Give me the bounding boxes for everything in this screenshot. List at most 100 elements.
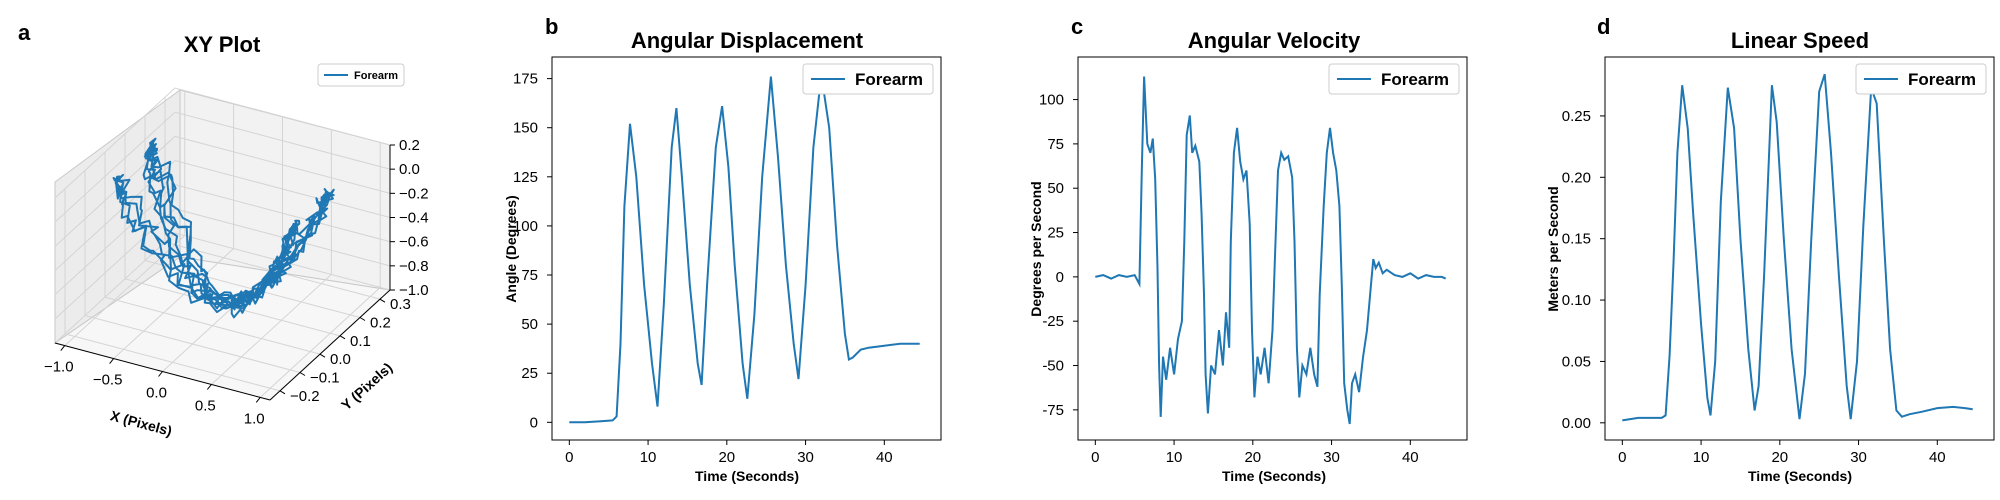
panel-b-legend: Forearm <box>802 63 934 95</box>
y-tick-label: 0.2 <box>370 315 391 332</box>
y-tick-label: 100 <box>513 218 538 235</box>
x-tick-label: −0.5 <box>93 372 123 389</box>
y-tick-label: -25 <box>1042 313 1064 330</box>
y-tick-label: 75 <box>1047 136 1064 153</box>
panel-d-xlabel: Time (Seconds) <box>1748 468 1852 484</box>
x-tick-label: 40 <box>876 449 893 466</box>
x-tick-mark <box>255 397 261 403</box>
panel-d-linear-speed: d Linear Speed 0 10 20 30 40 0.00 0.05 0.10 0.15… <box>1545 14 1995 484</box>
panel-b-angular-displacement: b Angular Displacement 0 10 20 30 40 0 25 50 75 1… <box>503 14 942 484</box>
y-tick-label: 0.20 <box>1562 169 1591 186</box>
panel-a-xy-plot: a XY Plot −1.0−0.50.00.51.0−0.2−0.10.00.… <box>18 20 429 439</box>
y-tick-label: 175 <box>513 71 538 88</box>
x-tick-mark <box>109 358 115 364</box>
panel-a-legend: Forearm <box>317 63 405 87</box>
panel-a-title: XY Plot <box>184 32 261 57</box>
z-tick-label: −0.2 <box>399 185 429 202</box>
z-tick-label: −0.8 <box>399 258 429 275</box>
y-tick-label: 0 <box>1056 269 1064 286</box>
trajectory-line <box>112 137 335 319</box>
panel-c-legend-box <box>1328 63 1460 95</box>
y-tick-mark <box>359 317 366 321</box>
z-tick-label: 0.2 <box>399 137 420 154</box>
x-tick-label: 0 <box>1618 449 1626 466</box>
panel-a-trajectory <box>112 137 335 319</box>
panel-c-ticks: 0 10 20 30 40 -75 -50 -25 0 25 50 75 100 <box>1039 92 1419 466</box>
x-tick-label: 0 <box>1091 449 1099 466</box>
y-tick-label: -75 <box>1042 402 1064 419</box>
panel-c-xlabel: Time (Seconds) <box>1222 468 1326 484</box>
x-tick-label: 10 <box>640 449 657 466</box>
y-tick-mark <box>319 353 326 358</box>
grid-line <box>54 135 391 247</box>
y-tick-label: 25 <box>521 365 538 382</box>
x-tick-label: 20 <box>1244 449 1261 466</box>
y-tick-label: −0.1 <box>310 370 340 387</box>
panel-a-y-axis-line <box>269 289 391 401</box>
panel-d-ylabel: Meters per Second <box>1545 186 1561 311</box>
panel-c-angular-velocity: c Angular Velocity 0 10 20 30 40 -75 -50 -25 0 25… <box>1028 14 1468 484</box>
y-tick-label: 0.1 <box>350 333 371 350</box>
y-tick-label: 0.10 <box>1562 292 1591 309</box>
panel-d-legend-box <box>1855 63 1987 95</box>
z-tick-label: 0.0 <box>399 161 420 178</box>
panel-c-legend-label: Forearm <box>1381 70 1449 89</box>
panel-b-legend-label: Forearm <box>855 70 923 89</box>
y-tick-label: 0.25 <box>1562 108 1591 125</box>
panel-d-series-forearm <box>1622 73 1973 422</box>
x-tick-label: −1.0 <box>44 359 74 376</box>
y-tick-label: 0.0 <box>330 351 351 368</box>
grid-line <box>54 232 391 344</box>
panel-c-series-forearm <box>1095 76 1447 425</box>
panel-b-series-forearm <box>569 74 920 424</box>
z-tick-label: −0.4 <box>399 210 429 227</box>
y-tick-label: 0.05 <box>1562 353 1591 370</box>
y-tick-label: -50 <box>1042 358 1064 375</box>
panel-c-ylabel: Degrees per Second <box>1028 181 1044 316</box>
x-tick-label: 10 <box>1166 449 1183 466</box>
panel-letter-c: c <box>1071 14 1083 39</box>
panel-c-title: Angular Velocity <box>1188 28 1361 53</box>
x-tick-label: 20 <box>1771 449 1788 466</box>
y-tick-label: 50 <box>521 316 538 333</box>
x-tick-label: 40 <box>1402 449 1419 466</box>
panel-c-legend: Forearm <box>1328 63 1460 95</box>
panel-d-title: Linear Speed <box>1731 28 1869 53</box>
y-tick-label: −0.2 <box>290 388 320 405</box>
panel-d-legend-label: Forearm <box>1908 70 1976 89</box>
x-tick-label: 0 <box>565 449 573 466</box>
y-tick-mark <box>299 372 306 376</box>
panel-letter-d: d <box>1597 14 1610 39</box>
grid-line <box>54 208 391 320</box>
y-tick-label: 125 <box>513 169 538 186</box>
y-tick-label: 0.3 <box>390 296 411 313</box>
y-tick-label: 0 <box>530 414 538 431</box>
x-tick-label: 1.0 <box>244 410 265 427</box>
y-tick-label: 0.15 <box>1562 231 1591 248</box>
x-tick-mark <box>206 384 212 390</box>
y-tick-mark <box>339 335 346 340</box>
panel-c-axes-frame <box>1077 56 1468 441</box>
y-tick-label: 150 <box>513 120 538 137</box>
z-tick-label: −0.6 <box>399 234 429 251</box>
panel-a-legend-box <box>317 63 405 87</box>
panel-letter-a: a <box>18 20 31 45</box>
panel-letter-b: b <box>545 14 558 39</box>
panel-a-xlabel: X (Pixels) <box>109 407 174 439</box>
x-tick-label: 40 <box>1929 449 1946 466</box>
y-tick-mark <box>279 390 286 395</box>
panel-b-title: Angular Displacement <box>631 28 864 53</box>
z-tick-label: −1.0 <box>399 282 429 299</box>
x-tick-label: 30 <box>1323 449 1340 466</box>
grid-line <box>54 87 391 199</box>
grid-line <box>54 159 391 271</box>
x-tick-label: 0.0 <box>146 385 167 402</box>
y-tick-label: 75 <box>521 267 538 284</box>
y-tick-label: 100 <box>1039 92 1064 109</box>
panel-b-ylabel: Angle (Degrees) <box>503 195 519 302</box>
x-tick-label: 0.5 <box>195 397 216 414</box>
x-tick-label: 20 <box>718 449 735 466</box>
x-tick-mark <box>158 371 163 377</box>
panel-d-legend: Forearm <box>1855 63 1987 95</box>
x-tick-label: 30 <box>797 449 814 466</box>
